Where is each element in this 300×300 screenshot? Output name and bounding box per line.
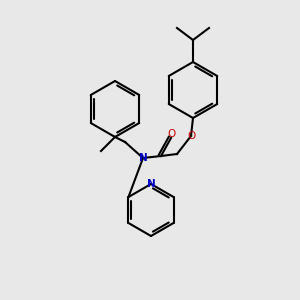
Text: O: O: [167, 129, 175, 139]
Text: N: N: [147, 179, 155, 189]
Text: O: O: [187, 131, 195, 141]
Text: N: N: [139, 153, 147, 163]
